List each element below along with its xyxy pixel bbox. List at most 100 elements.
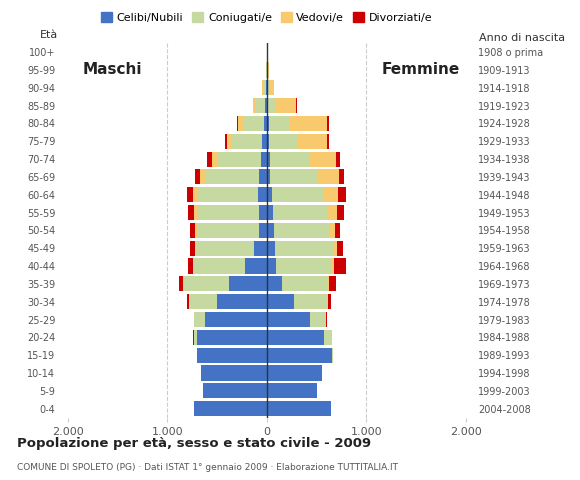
- Bar: [205, 312, 267, 327]
- Bar: [328, 134, 329, 149]
- Bar: [207, 152, 212, 167]
- Bar: [267, 312, 310, 327]
- Bar: [194, 330, 197, 345]
- Bar: [190, 223, 195, 238]
- Bar: [256, 98, 265, 113]
- Bar: [264, 116, 267, 131]
- Bar: [253, 98, 256, 113]
- Bar: [338, 205, 344, 220]
- Text: Età: Età: [40, 30, 58, 40]
- Bar: [269, 134, 296, 149]
- Bar: [258, 187, 267, 203]
- Bar: [195, 169, 200, 184]
- Bar: [336, 152, 340, 167]
- Bar: [218, 152, 261, 167]
- Bar: [194, 401, 267, 416]
- Bar: [267, 294, 293, 309]
- Bar: [328, 116, 329, 131]
- Bar: [188, 205, 194, 220]
- Bar: [194, 258, 245, 274]
- Bar: [289, 116, 328, 131]
- Bar: [335, 240, 337, 256]
- Bar: [267, 80, 269, 96]
- Bar: [183, 276, 229, 291]
- Bar: [310, 312, 325, 327]
- Bar: [201, 365, 267, 381]
- Bar: [276, 98, 296, 113]
- Text: Femmine: Femmine: [382, 62, 460, 77]
- Bar: [194, 312, 205, 327]
- Bar: [276, 258, 332, 274]
- Bar: [339, 169, 345, 184]
- Bar: [189, 294, 217, 309]
- Bar: [335, 223, 340, 238]
- Bar: [188, 258, 193, 274]
- Bar: [267, 169, 270, 184]
- Bar: [261, 152, 267, 167]
- Bar: [267, 401, 331, 416]
- Bar: [206, 169, 259, 184]
- Bar: [267, 205, 273, 220]
- Bar: [212, 152, 218, 167]
- Bar: [229, 276, 267, 291]
- Bar: [195, 223, 197, 238]
- Bar: [332, 258, 334, 274]
- Bar: [270, 152, 309, 167]
- Bar: [293, 294, 328, 309]
- Bar: [265, 98, 267, 113]
- Bar: [267, 98, 269, 113]
- Bar: [197, 348, 267, 363]
- Bar: [193, 258, 194, 274]
- Bar: [200, 169, 206, 184]
- Text: Maschi: Maschi: [83, 62, 143, 77]
- Bar: [203, 383, 267, 398]
- Bar: [274, 223, 329, 238]
- Bar: [259, 169, 267, 184]
- Bar: [259, 223, 267, 238]
- Bar: [262, 134, 267, 149]
- Bar: [334, 258, 346, 274]
- Bar: [194, 205, 197, 220]
- Bar: [267, 330, 324, 345]
- Bar: [245, 258, 267, 274]
- Bar: [179, 276, 183, 291]
- Bar: [197, 205, 259, 220]
- Bar: [227, 134, 231, 149]
- Bar: [217, 294, 267, 309]
- Bar: [328, 294, 331, 309]
- Bar: [318, 169, 339, 184]
- Bar: [190, 240, 195, 256]
- Bar: [193, 187, 198, 203]
- Bar: [267, 240, 275, 256]
- Bar: [267, 223, 274, 238]
- Bar: [267, 276, 282, 291]
- Bar: [197, 223, 259, 238]
- Bar: [270, 169, 318, 184]
- Bar: [324, 187, 338, 203]
- Bar: [267, 187, 272, 203]
- Bar: [309, 152, 336, 167]
- Bar: [267, 62, 269, 78]
- Bar: [329, 223, 335, 238]
- Bar: [267, 116, 269, 131]
- Bar: [328, 205, 338, 220]
- Bar: [324, 330, 331, 345]
- Bar: [259, 205, 267, 220]
- Text: COMUNE DI SPOLETO (PG) · Dati ISTAT 1° gennaio 2009 · Elaborazione TUTTITALIA.IT: COMUNE DI SPOLETO (PG) · Dati ISTAT 1° g…: [17, 463, 398, 472]
- Bar: [237, 116, 238, 131]
- Bar: [238, 116, 244, 131]
- Bar: [275, 240, 335, 256]
- Bar: [328, 276, 329, 291]
- Bar: [225, 134, 227, 149]
- Bar: [267, 348, 332, 363]
- Bar: [332, 348, 334, 363]
- Bar: [267, 365, 322, 381]
- Bar: [269, 116, 289, 131]
- Bar: [267, 258, 276, 274]
- Bar: [198, 187, 258, 203]
- Bar: [326, 312, 327, 327]
- Bar: [282, 276, 328, 291]
- Bar: [267, 383, 317, 398]
- Bar: [329, 276, 336, 291]
- Bar: [187, 187, 193, 203]
